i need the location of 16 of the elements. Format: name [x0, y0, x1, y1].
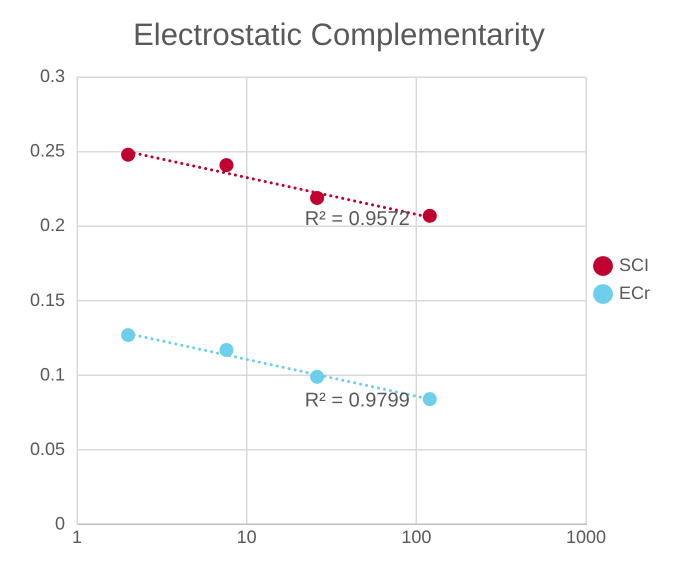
x-tick-label: 1000	[566, 527, 606, 548]
annotation: R² = 0.9799	[304, 390, 410, 412]
y-tick-label: 0.15	[30, 290, 66, 310]
legend-label: SCI	[619, 254, 650, 275]
y-tick-label: 0.3	[40, 66, 66, 86]
y-tick-label: 0.1	[40, 364, 66, 384]
y-tick-label: 0.25	[30, 140, 66, 161]
legend-label: ECr	[619, 282, 650, 303]
x-tick-label: 100	[401, 527, 432, 548]
x-tick-label: 10	[236, 527, 257, 548]
y-tick-label: 0	[55, 513, 66, 534]
y-tick-label: 0.2	[40, 215, 66, 236]
annotation: R² = 0.9572	[304, 208, 410, 230]
y-tick-label: 0.05	[30, 438, 66, 459]
x-tick-label: 1	[72, 527, 82, 548]
chart-title: Electrostatic Complementarity	[133, 17, 546, 52]
